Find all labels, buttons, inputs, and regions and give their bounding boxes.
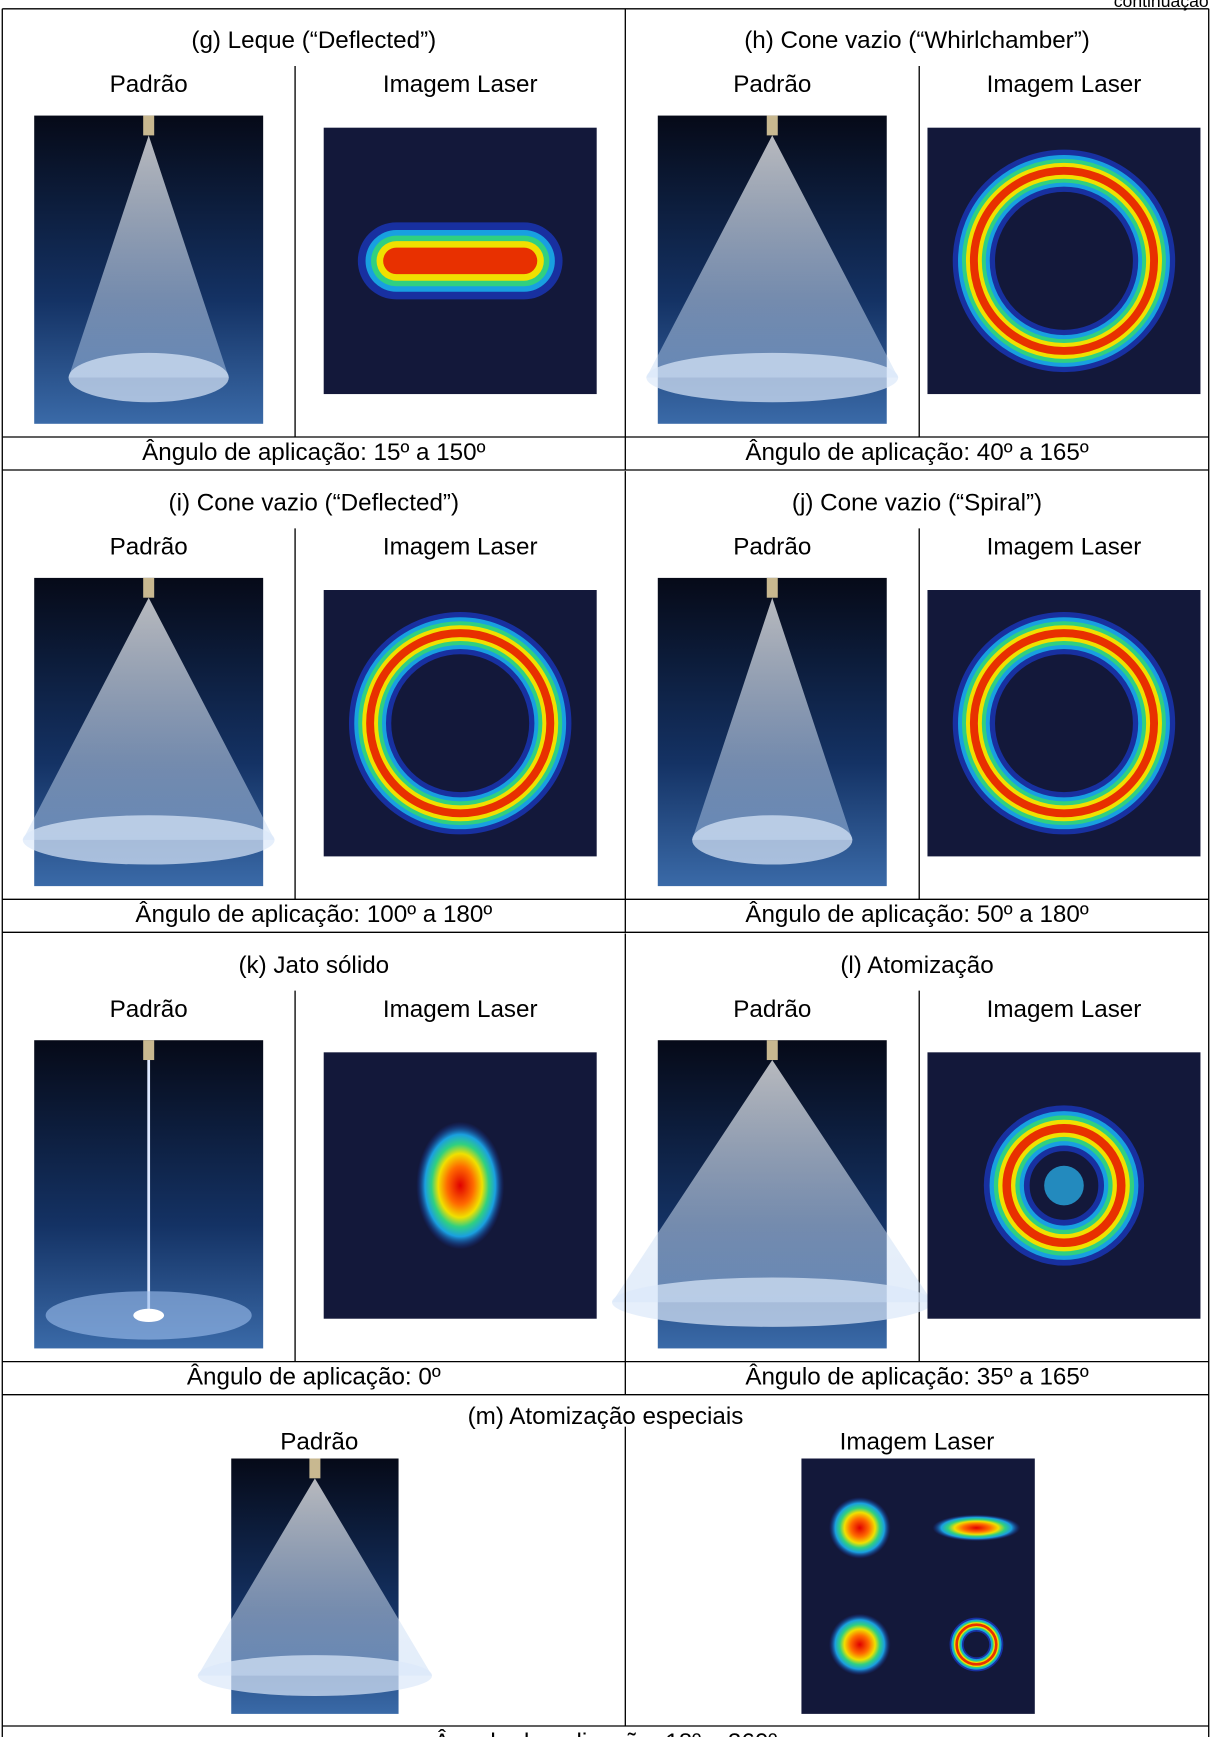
column-label: Imagem Laser — [987, 71, 1142, 98]
document-page: continuação (g) Leque (“Deflected”)Padrã… — [0, 0, 1211, 1737]
nozzle — [767, 116, 778, 136]
panel-title: (j) Cone vazio (“Spiral”) — [792, 490, 1042, 517]
spray-base — [692, 815, 852, 864]
laser-spot — [829, 1614, 891, 1676]
column-label: Padrão — [110, 996, 188, 1023]
column-label: Padrão — [110, 534, 188, 561]
angle-caption: Ângulo de aplicação: 40º a 165º — [745, 439, 1088, 466]
angle-caption: Ângulo de aplicação: 50º a 180º — [745, 901, 1088, 928]
column-label: Padrão — [733, 71, 811, 98]
laser-image — [324, 1052, 597, 1318]
panel-title: (i) Cone vazio (“Deflected”) — [169, 490, 460, 517]
column-label: Padrão — [733, 534, 811, 561]
laser-image — [927, 1052, 1200, 1318]
nozzle — [309, 1459, 320, 1479]
spray-photo — [658, 578, 887, 886]
laser-spot — [829, 1497, 891, 1559]
column-label: Imagem Laser — [987, 996, 1142, 1023]
splash — [133, 1309, 164, 1322]
spray-base — [646, 353, 898, 402]
angle-caption: Ângulo de aplicação: 35º a 165º — [745, 1364, 1088, 1391]
angle-caption: Ângulo de aplicação: 18º a 360º — [434, 1729, 777, 1737]
spray-base — [23, 815, 275, 864]
panel-title: (l) Atomização — [840, 952, 993, 979]
laser-spot — [932, 1515, 1020, 1541]
laser-image — [324, 128, 597, 394]
laser-background — [801, 1459, 1034, 1714]
angle-caption: Ângulo de aplicação: 0º — [187, 1364, 441, 1391]
nozzle — [767, 1040, 778, 1060]
panel-title: (h) Cone vazio (“Whirlchamber”) — [744, 27, 1090, 54]
column-label: Imagem Laser — [383, 71, 538, 98]
spray-photo — [34, 1040, 263, 1348]
spray-photo — [612, 1040, 933, 1348]
spray-photo — [646, 116, 898, 424]
angle-caption: Ângulo de aplicação: 100º a 180º — [135, 901, 492, 928]
spray-photo — [198, 1459, 432, 1714]
laser-image — [801, 1459, 1034, 1714]
panel-title: (g) Leque (“Deflected”) — [191, 27, 436, 54]
nozzle — [143, 1040, 154, 1060]
column-label: Padrão — [110, 71, 188, 98]
column-label: Imagem Laser — [840, 1428, 995, 1455]
laser-image — [927, 590, 1200, 856]
column-label: Imagem Laser — [383, 996, 538, 1023]
column-label: Imagem Laser — [383, 534, 538, 561]
laser-image — [324, 590, 597, 856]
panel-title: (k) Jato sólido — [238, 952, 389, 979]
spray-photo — [23, 578, 275, 886]
spray-base — [69, 353, 229, 402]
column-label: Imagem Laser — [987, 534, 1142, 561]
panel-title: (m) Atomização especiais — [468, 1403, 744, 1430]
laser-image — [927, 128, 1200, 394]
spray-base — [612, 1278, 933, 1327]
column-label: Padrão — [733, 996, 811, 1023]
spray-base — [198, 1655, 432, 1696]
spray-photo — [34, 116, 263, 424]
laser-spot — [416, 1122, 504, 1250]
laser-core — [1044, 1166, 1084, 1206]
angle-caption: Ângulo de aplicação: 15º a 150º — [142, 439, 485, 466]
nozzle — [767, 578, 778, 598]
nozzle — [143, 578, 154, 598]
nozzle — [143, 116, 154, 136]
column-label: Padrão — [280, 1428, 358, 1455]
